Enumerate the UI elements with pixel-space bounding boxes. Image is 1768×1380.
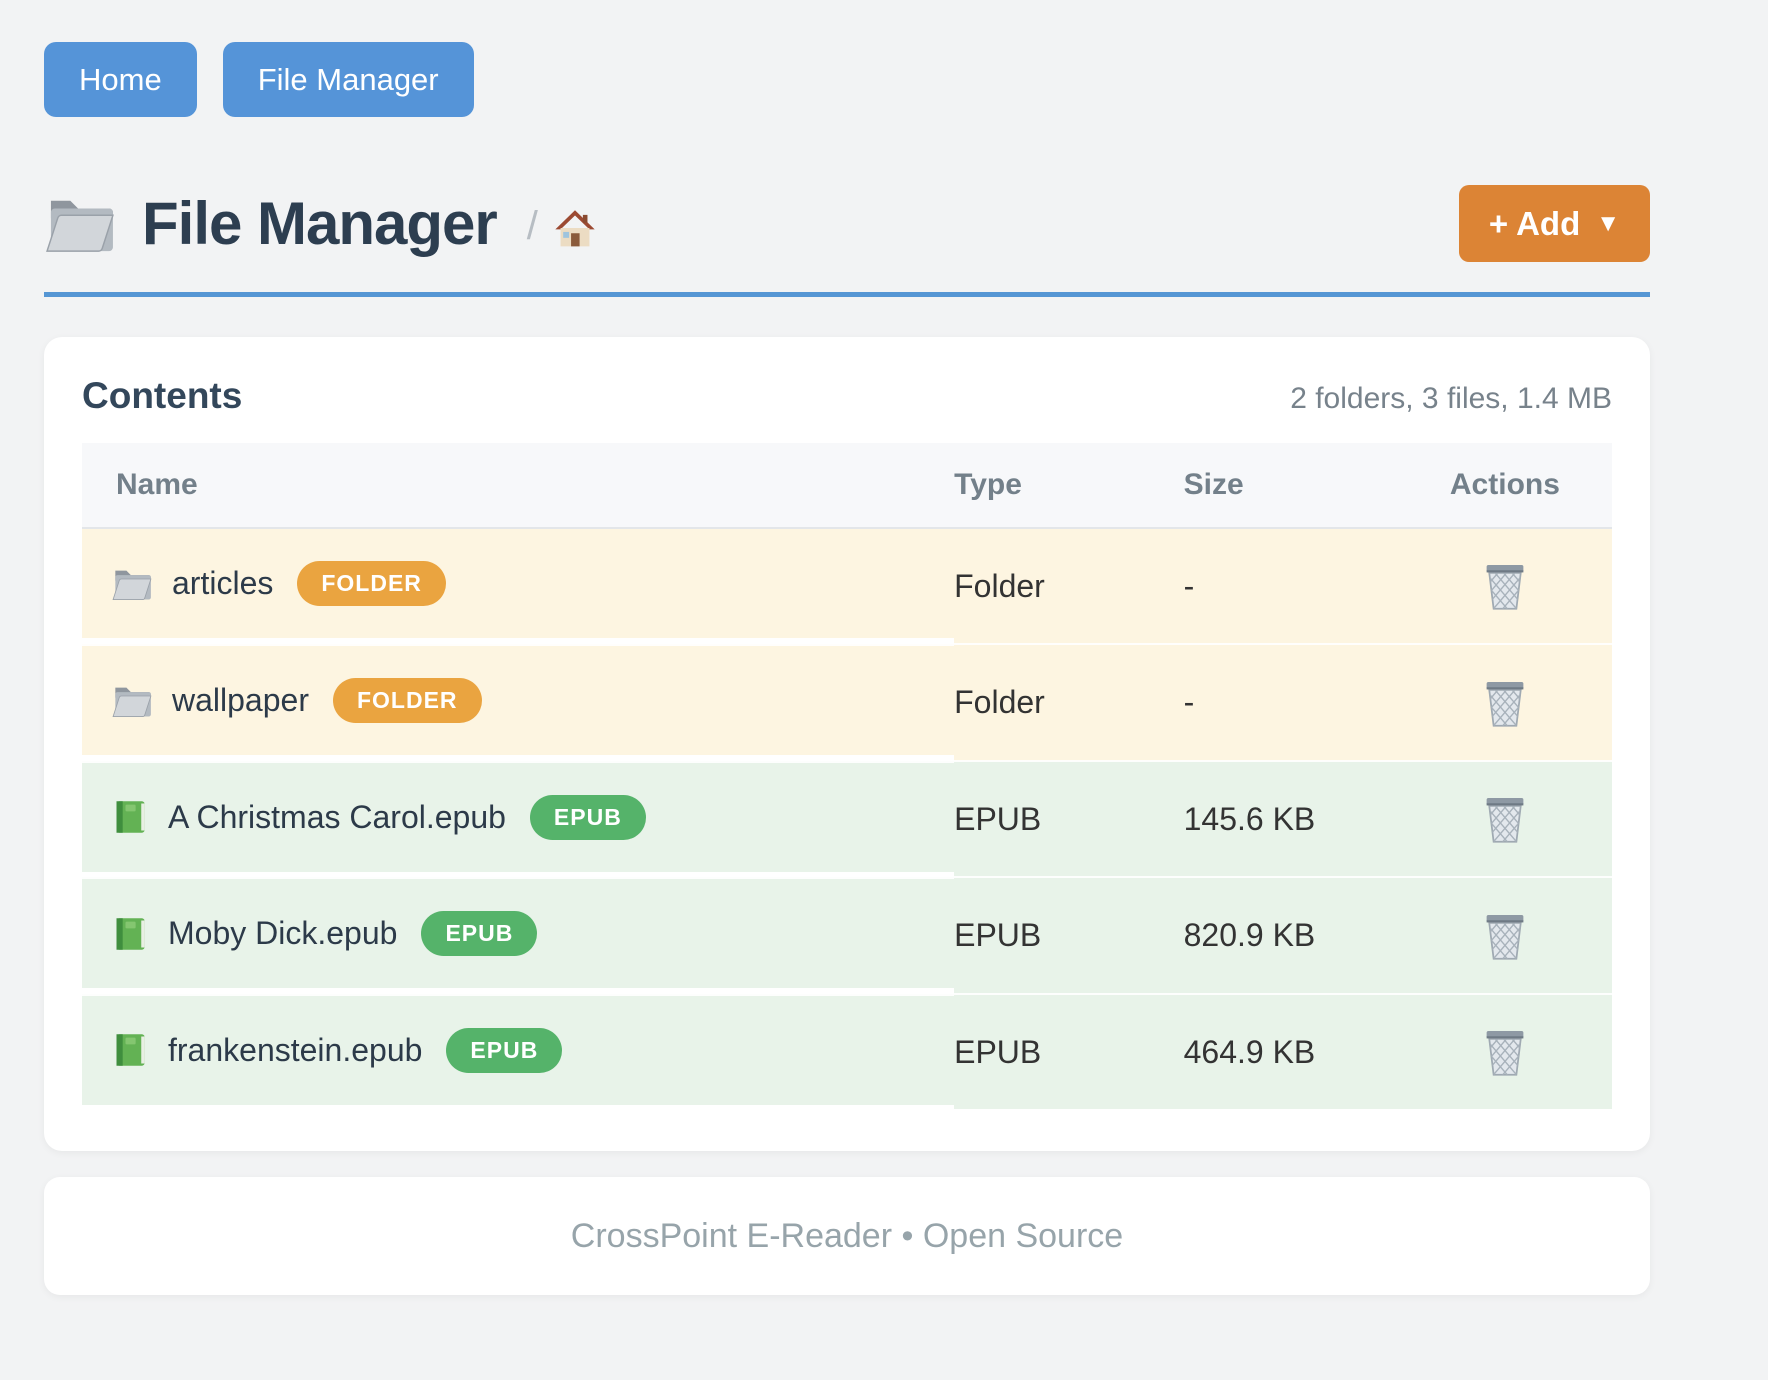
page-header: File Manager / + Add ▼ — [44, 185, 1650, 262]
file-type: Folder — [954, 643, 1184, 761]
delete-button[interactable] — [1484, 561, 1526, 611]
file-table: Name Type Size Actions articles FOLDER F… — [82, 443, 1612, 1110]
home-button[interactable]: Home — [44, 42, 197, 117]
add-button-label: + Add — [1488, 205, 1581, 242]
delete-button[interactable] — [1484, 678, 1526, 728]
breadcrumb-separator: / — [526, 204, 538, 248]
file-name-cell: frankenstein.epub EPUB — [82, 993, 955, 1105]
file-name-link[interactable]: wallpaper — [172, 682, 309, 719]
epub-badge: EPUB — [421, 911, 538, 957]
file-size: 145.6 KB — [1183, 759, 1398, 878]
file-name-link[interactable]: frankenstein.epub — [168, 1031, 423, 1068]
table-row: frankenstein.epub EPUB EPUB 464.9 KB — [82, 992, 1612, 1110]
contents-header: Contents 2 folders, 3 files, 1.4 MB — [82, 375, 1612, 417]
contents-heading: Contents — [82, 375, 243, 416]
table-row: Moby Dick.epub EPUB EPUB 820.9 KB — [82, 876, 1612, 994]
file-name-cell: A Christmas Carol.epub EPUB — [82, 760, 955, 872]
column-header-actions: Actions — [1397, 443, 1612, 529]
file-size: - — [1183, 643, 1398, 761]
table-row: wallpaper FOLDER Folder - — [82, 643, 1612, 761]
title-divider — [44, 292, 1650, 297]
add-button[interactable]: + Add ▼ — [1458, 185, 1650, 262]
column-header-name: Name — [82, 443, 955, 529]
file-type: EPUB — [954, 876, 1184, 994]
file-type: Folder — [954, 528, 1184, 645]
column-header-size: Size — [1183, 443, 1398, 529]
chevron-down-icon: ▼ — [1596, 209, 1620, 237]
file-name-cell: articles FOLDER — [82, 529, 955, 638]
trash-icon — [1484, 561, 1526, 611]
folder-icon — [112, 687, 152, 717]
contents-summary: 2 folders, 3 files, 1.4 MB — [1290, 382, 1612, 415]
folder-icon — [46, 199, 114, 252]
file-name-link[interactable]: A Christmas Carol.epub — [168, 798, 506, 835]
file-type: EPUB — [954, 992, 1184, 1110]
delete-button[interactable] — [1484, 794, 1526, 844]
green-book-icon — [116, 918, 145, 950]
delete-button[interactable] — [1484, 911, 1526, 961]
page-title: File Manager — [142, 190, 498, 257]
file-name-cell: Moby Dick.epub EPUB — [82, 877, 955, 989]
table-row: A Christmas Carol.epub EPUB EPUB 145.6 K… — [82, 759, 1612, 878]
footer: CrossPoint E-Reader • Open Source — [44, 1177, 1650, 1296]
page: Home File Manager File Manager / + Add ▼… — [44, 42, 1650, 1296]
green-book-icon — [116, 1034, 145, 1067]
contents-card: Contents 2 folders, 3 files, 1.4 MB Name… — [44, 337, 1650, 1152]
trash-icon — [1484, 1027, 1526, 1077]
folder-badge: FOLDER — [332, 678, 482, 724]
folder-icon — [112, 569, 152, 600]
trash-icon — [1484, 678, 1526, 728]
table-header-row: Name Type Size Actions — [82, 443, 1612, 529]
column-header-type: Type — [954, 443, 1184, 529]
file-manager-button[interactable]: File Manager — [222, 42, 474, 117]
green-book-icon — [116, 801, 145, 834]
file-size: 820.9 KB — [1183, 876, 1398, 994]
home-icon[interactable] — [552, 207, 598, 249]
delete-button[interactable] — [1484, 1027, 1526, 1077]
breadcrumb: File Manager / — [44, 189, 598, 258]
trash-icon — [1484, 911, 1526, 961]
file-type: EPUB — [954, 759, 1184, 878]
epub-badge: EPUB — [529, 794, 646, 840]
table-row: articles FOLDER Folder - — [82, 528, 1612, 645]
file-name-link[interactable]: articles — [172, 565, 274, 601]
file-size: - — [1183, 528, 1398, 645]
file-name-link[interactable]: Moby Dick.epub — [168, 915, 398, 952]
footer-text: CrossPoint E-Reader • Open Source — [570, 1216, 1124, 1255]
file-name-cell: wallpaper FOLDER — [82, 644, 955, 756]
top-nav: Home File Manager — [44, 42, 1650, 117]
trash-icon — [1484, 794, 1526, 844]
epub-badge: EPUB — [446, 1027, 563, 1073]
folder-badge: FOLDER — [297, 561, 446, 606]
file-size: 464.9 KB — [1183, 992, 1398, 1110]
